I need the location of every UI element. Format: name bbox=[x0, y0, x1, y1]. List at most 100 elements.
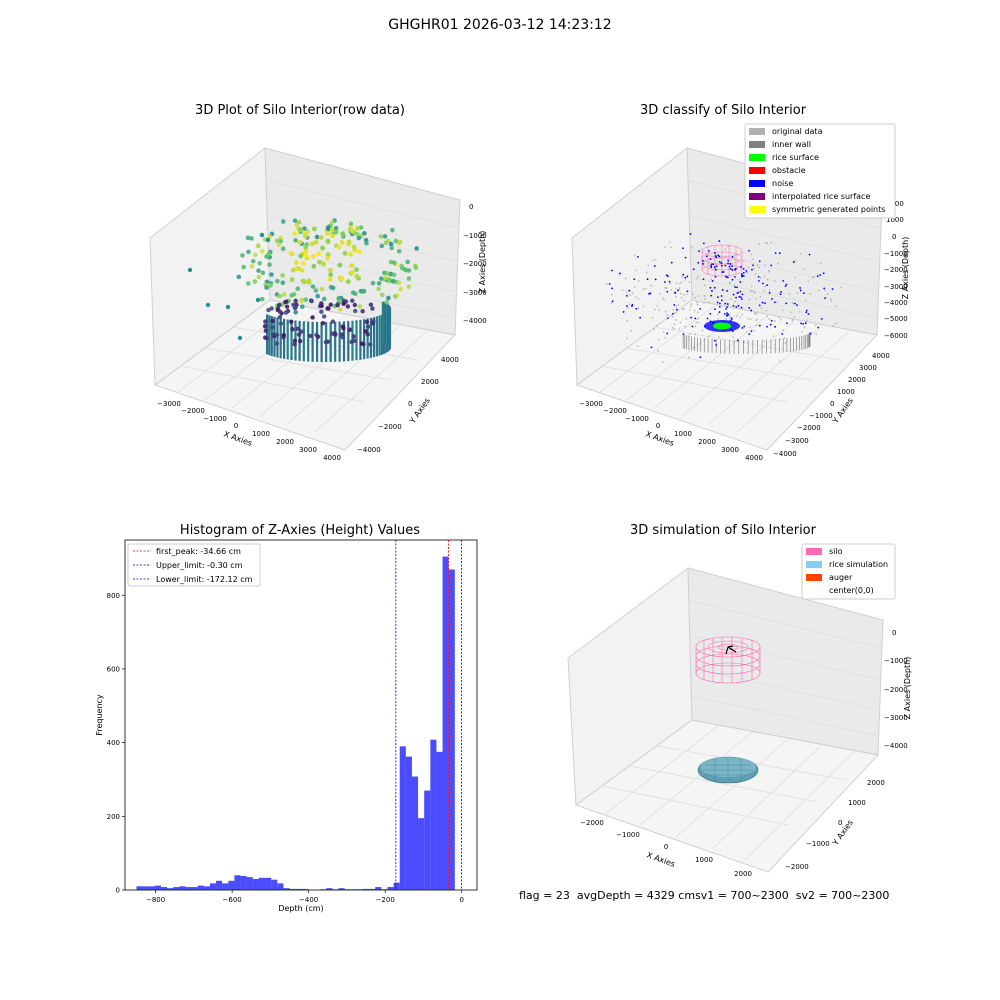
original-data-point bbox=[755, 313, 758, 315]
original-data-point bbox=[778, 316, 780, 318]
scatter-point bbox=[256, 274, 262, 280]
scatter-point bbox=[293, 266, 299, 272]
noise-point bbox=[670, 261, 673, 264]
raw-ztick: −4000 bbox=[463, 317, 487, 325]
noise-point bbox=[686, 275, 689, 278]
original-data-point bbox=[824, 289, 826, 291]
original-data-point bbox=[704, 298, 706, 301]
scatter-point bbox=[292, 218, 298, 223]
original-data-point bbox=[793, 316, 795, 318]
original-data-point bbox=[664, 246, 666, 248]
histogram-bar bbox=[436, 751, 443, 890]
noise-point bbox=[713, 252, 716, 254]
classify-3d-plot[interactable]: −3000 −2000 −1000 0 1000 2000 3000 4000 … bbox=[500, 0, 1000, 500]
histogram-bar bbox=[326, 888, 333, 890]
original-data-point bbox=[840, 286, 843, 289]
noise-point bbox=[715, 344, 718, 346]
original-data-point bbox=[688, 309, 691, 311]
scatter-point bbox=[394, 293, 400, 298]
histogram-chart[interactable]: −800 −600 −400 −200 0 0 200 400 600 800 Depth (c… bbox=[0, 500, 500, 950]
noise-point bbox=[734, 267, 737, 270]
classify-ztick: −6000 bbox=[884, 332, 908, 340]
noise-point bbox=[731, 269, 734, 271]
raw-ytick: −4000 bbox=[357, 446, 381, 454]
noise-point bbox=[807, 313, 810, 316]
noise-point bbox=[796, 304, 798, 307]
legend-label: rice simulation bbox=[829, 560, 888, 569]
scatter-point bbox=[379, 292, 385, 298]
scatter-point bbox=[363, 329, 368, 334]
histogram-bar bbox=[295, 888, 302, 890]
scatter-point bbox=[340, 324, 346, 329]
noise-point bbox=[820, 317, 823, 320]
scatter-point bbox=[257, 261, 263, 266]
raw-x-label: X Axies bbox=[222, 429, 253, 448]
original-data-point bbox=[671, 315, 674, 318]
scatter-point bbox=[354, 273, 360, 279]
scatter-point bbox=[356, 235, 362, 241]
histogram-bar bbox=[283, 888, 290, 890]
original-data-point bbox=[672, 308, 675, 311]
scatter-point bbox=[296, 219, 302, 225]
histogram-bar bbox=[191, 887, 198, 890]
original-data-point bbox=[685, 318, 688, 320]
scatter-point bbox=[320, 245, 325, 251]
scatter-point bbox=[414, 246, 419, 251]
original-data-point bbox=[642, 288, 645, 291]
original-data-point bbox=[624, 277, 627, 280]
scatter-point bbox=[277, 293, 283, 299]
original-data-point bbox=[768, 318, 771, 320]
noise-point bbox=[731, 265, 733, 268]
histogram-bar bbox=[148, 886, 155, 890]
noise-point bbox=[715, 265, 718, 268]
classify-xtick: −2000 bbox=[603, 407, 627, 415]
histogram-bar bbox=[375, 887, 382, 890]
scatter-point bbox=[365, 324, 371, 329]
simulation-3d-plot[interactable]: −2000 −1000 0 1000 2000 X Axies 2000 100… bbox=[500, 500, 1000, 900]
noise-point bbox=[802, 322, 805, 325]
scatter-point bbox=[345, 279, 351, 285]
original-data-point bbox=[794, 260, 797, 262]
noise-point bbox=[740, 266, 743, 268]
noise-point bbox=[723, 313, 726, 315]
original-data-point bbox=[782, 329, 785, 332]
scatter-point bbox=[328, 267, 333, 273]
original-data-point bbox=[605, 282, 608, 285]
scatter-point bbox=[316, 251, 322, 257]
original-data-point bbox=[673, 327, 675, 330]
scatter-point bbox=[330, 331, 336, 336]
noise-point bbox=[710, 294, 713, 297]
classify-points bbox=[605, 233, 843, 364]
original-data-point bbox=[764, 285, 766, 288]
original-data-point bbox=[690, 245, 693, 248]
original-data-point bbox=[647, 264, 650, 267]
noise-point bbox=[707, 250, 710, 252]
scatter-point bbox=[318, 235, 324, 240]
original-data-point bbox=[680, 297, 683, 299]
scatter-point bbox=[314, 234, 320, 240]
original-data-point bbox=[796, 292, 798, 294]
noise-point bbox=[739, 281, 742, 283]
scatter-point bbox=[250, 258, 256, 264]
noise-point bbox=[792, 261, 795, 264]
original-data-point bbox=[734, 300, 736, 303]
scatter-point bbox=[302, 279, 307, 285]
noise-point bbox=[664, 281, 666, 283]
scatter-point bbox=[264, 254, 270, 259]
original-data-point bbox=[696, 301, 698, 304]
legend-swatch-original-data bbox=[749, 128, 765, 135]
original-data-point bbox=[763, 290, 765, 292]
scatter-point bbox=[405, 259, 410, 265]
noise-point bbox=[636, 255, 639, 258]
scatter-point bbox=[315, 293, 321, 299]
noise-point bbox=[710, 266, 713, 269]
original-data-point bbox=[696, 318, 699, 320]
histogram-bar bbox=[332, 889, 339, 890]
scatter-point bbox=[349, 339, 354, 345]
scatter-point bbox=[241, 264, 246, 270]
classify-ytick: −1000 bbox=[809, 412, 833, 420]
original-data-point bbox=[819, 262, 822, 265]
noise-point bbox=[748, 249, 750, 252]
scatter-point bbox=[263, 335, 268, 340]
raw-3d-plot[interactable]: −3000 −2000 −1000 0 1000 2000 3000 4000 … bbox=[0, 0, 500, 500]
